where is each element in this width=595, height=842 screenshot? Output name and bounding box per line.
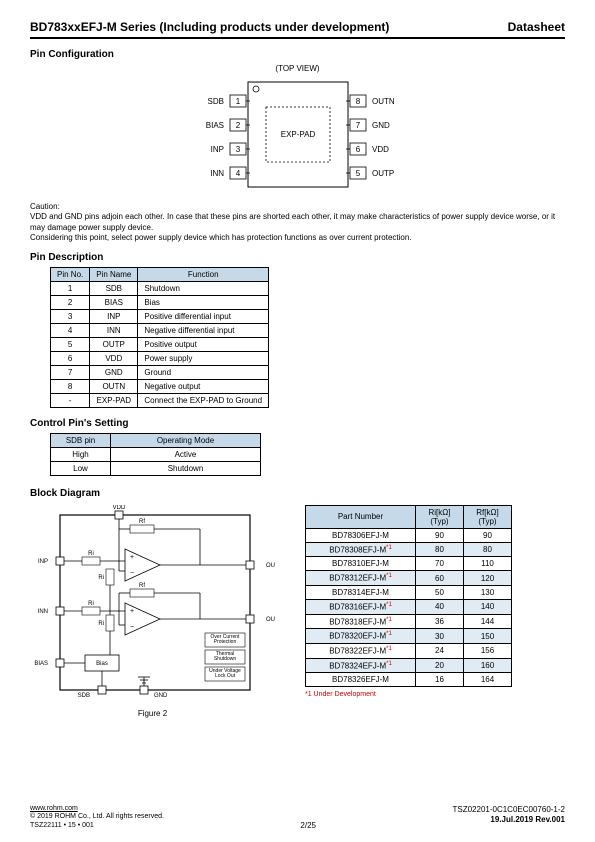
svg-text:Rf: Rf: [139, 519, 145, 525]
caution-block: Caution: VDD and GND pins adjoin each ot…: [30, 202, 565, 244]
svg-text:OUTP: OUTP: [372, 169, 394, 178]
svg-text:ThermalShutdown: ThermalShutdown: [214, 651, 236, 662]
svg-text:1: 1: [235, 97, 240, 106]
block-diagram-figure: VDD Rf INP Ri Ri + − OUTP: [30, 505, 275, 718]
page-footer: www.rohm.com © 2019 ROHM Co., Ltd. All r…: [30, 805, 565, 830]
svg-text:SDB: SDB: [207, 97, 223, 106]
svg-text:INP: INP: [38, 559, 48, 565]
svg-text:OUTP: OUTP: [266, 563, 275, 569]
figure-label: Figure 2: [30, 709, 275, 718]
footer-tsz: TSZ22111 • 15 • 001: [30, 822, 94, 829]
svg-text:+: +: [130, 554, 134, 561]
block-diagram-svg: VDD Rf INP Ri Ri + − OUTP: [30, 505, 275, 705]
svg-text:GND: GND: [372, 121, 390, 130]
svg-text:3: 3: [235, 145, 240, 154]
svg-text:7: 7: [355, 121, 360, 130]
svg-text:Ri: Ri: [98, 621, 104, 627]
svg-text:VDD: VDD: [113, 505, 126, 511]
footer-date-rev: 19.Jul.2019 Rev.001: [490, 815, 565, 824]
page-header: BD783xxEFJ-M Series (Including products …: [30, 20, 565, 39]
svg-text:INP: INP: [210, 145, 223, 154]
top-view-label: (TOP VIEW): [158, 64, 438, 73]
header-title: BD783xxEFJ-M Series (Including products …: [30, 20, 389, 34]
ctrl-pin-table: SDB pinOperating Mode HighActiveLowShutd…: [50, 433, 261, 476]
svg-text:−: −: [130, 570, 134, 577]
svg-text:Ri: Ri: [88, 601, 94, 607]
caution-line2: Considering this point, select power sup…: [30, 233, 412, 242]
pin-config-diagram: (TOP VIEW) EXP-PAD 1 SDB 2 BIAS 3 INP 4 INN 8 OU…: [158, 64, 438, 194]
svg-text:SDB: SDB: [78, 693, 90, 699]
pin-desc-title: Pin Description: [30, 252, 565, 263]
header-doctype: Datasheet: [508, 20, 565, 34]
block-diag-title: Block Diagram: [30, 488, 565, 499]
part-number-table: Part NumberRi[kΩ](Typ)Rf[kΩ](Typ) BD7830…: [305, 505, 512, 688]
part-table-container: Part NumberRi[kΩ](Typ)Rf[kΩ](Typ) BD7830…: [305, 505, 512, 699]
chip-diagram-svg: EXP-PAD 1 SDB 2 BIAS 3 INP 4 INN 8 OUTN 7 GND 6 VDD 5…: [158, 77, 438, 192]
footer-right: TSZ02201-0C1C0EC00760-1-2 19.Jul.2019 Re…: [452, 805, 565, 830]
svg-text:Rf: Rf: [139, 583, 145, 589]
svg-text:Ri: Ri: [88, 551, 94, 557]
footer-url: www.rohm.com: [30, 805, 78, 812]
svg-text:+: +: [130, 608, 134, 615]
svg-text:OUTN: OUTN: [372, 97, 395, 106]
ctrl-pin-title: Control Pin's Setting: [30, 418, 565, 429]
caution-line1: VDD and GND pins adjoin each other. In c…: [30, 212, 555, 231]
svg-text:BIAS: BIAS: [34, 661, 48, 667]
footer-copyright: © 2019 ROHM Co., Ltd. All rights reserve…: [30, 813, 164, 820]
footer-page: 2/25: [300, 821, 316, 830]
svg-text:2: 2: [235, 121, 240, 130]
svg-text:BIAS: BIAS: [205, 121, 223, 130]
block-diagram-area: VDD Rf INP Ri Ri + − OUTP: [30, 505, 565, 718]
svg-text:Over CurrentProtection: Over CurrentProtection: [211, 634, 241, 645]
svg-text:OUTN: OUTN: [266, 617, 275, 623]
svg-text:5: 5: [355, 169, 360, 178]
svg-text:8: 8: [355, 97, 360, 106]
footer-docid: TSZ02201-0C1C0EC00760-1-2: [452, 805, 565, 814]
svg-text:6: 6: [355, 145, 360, 154]
pin-config-title: Pin Configuration: [30, 49, 565, 60]
svg-text:GND: GND: [154, 693, 168, 699]
svg-text:INN: INN: [38, 609, 48, 615]
svg-text:VDD: VDD: [372, 145, 389, 154]
svg-text:INN: INN: [210, 169, 224, 178]
caution-label: Caution:: [30, 202, 60, 211]
part-footnote: *1 Under Development: [305, 691, 512, 698]
svg-text:−: −: [130, 624, 134, 631]
footer-left: www.rohm.com © 2019 ROHM Co., Ltd. All r…: [30, 805, 164, 830]
svg-text:Bias: Bias: [96, 661, 108, 667]
svg-text:EXP-PAD: EXP-PAD: [280, 130, 315, 139]
pin-desc-table: Pin No.Pin NameFunction 1SDBShutdown2BIA…: [50, 267, 269, 408]
svg-text:Ri: Ri: [98, 575, 104, 581]
svg-text:4: 4: [235, 169, 240, 178]
